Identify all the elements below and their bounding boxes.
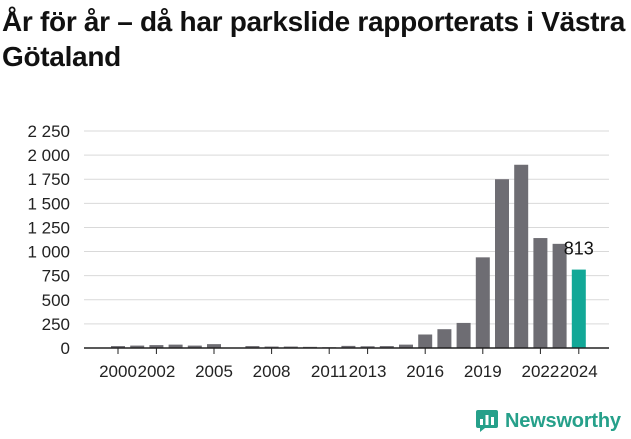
bar-2020 [495, 179, 509, 348]
bar-2005 [207, 344, 221, 348]
x-tick-label: 2016 [406, 362, 444, 381]
bar-2002 [149, 345, 164, 348]
x-tick-label: 2019 [464, 362, 502, 381]
y-tick-label: 1 500 [27, 194, 70, 213]
bar-2024 [571, 269, 586, 348]
bar-2017 [437, 329, 452, 348]
bar-2000 [111, 346, 125, 348]
y-tick-label: 0 [61, 339, 70, 358]
x-tick-label: 2008 [253, 362, 291, 381]
bar-2007 [245, 346, 260, 348]
newsworthy-logo: Newsworthy [476, 406, 621, 436]
bar-2015 [399, 344, 413, 348]
x-tick-label: 2000 [99, 362, 137, 381]
highlight-value-label: 813 [564, 239, 594, 259]
bar-2013 [360, 346, 375, 348]
y-tick-label: 2 250 [27, 122, 70, 141]
x-tick-label: 2022 [521, 362, 559, 381]
bar-2019 [475, 257, 490, 348]
y-tick-label: 500 [42, 291, 70, 310]
x-axis-tick-labels: 2000 2002 2005 2008 2011 2013 2016 2019 2022 2024 [99, 348, 598, 381]
x-tick-label: 2024 [560, 362, 598, 381]
data-labels: 813 [564, 239, 594, 259]
x-tick-label: 2013 [349, 362, 387, 381]
bar-2018 [456, 322, 471, 348]
bar-2021 [514, 164, 529, 348]
y-tick-label: 1 000 [27, 243, 70, 262]
x-tick-label: 2002 [137, 362, 175, 381]
bar-2003 [168, 344, 183, 348]
bars [111, 164, 586, 348]
y-tick-label: 250 [42, 315, 70, 334]
brand-name: Newsworthy [505, 409, 621, 432]
x-tick-label: 2011 [311, 362, 348, 381]
x-tick-label: 2005 [195, 362, 233, 381]
bar-chart-speech-bubble-icon [476, 410, 498, 432]
bar-2001 [130, 345, 145, 348]
y-tick-label: 1 250 [27, 218, 70, 237]
y-tick-label: 2 000 [27, 146, 70, 165]
bar-2022 [533, 238, 548, 348]
bar-2004 [187, 345, 202, 348]
bar-chart: 0 250 500 750 1 000 1 250 1 500 1 750 2 000 2 250… [27, 122, 609, 381]
y-tick-label: 750 [42, 267, 70, 286]
bar-2012 [341, 345, 356, 348]
y-axis-tick-labels: 0 250 500 750 1 000 1 250 1 500 1 750 2 000 2 250 [27, 122, 70, 358]
bar-2014 [379, 346, 394, 348]
bar-2023 [552, 243, 567, 348]
gridlines [84, 130, 609, 325]
y-tick-label: 1 750 [27, 170, 70, 189]
chart-title: År för år – då har parkslide rapporterat… [2, 6, 626, 72]
bar-2016 [418, 334, 433, 348]
